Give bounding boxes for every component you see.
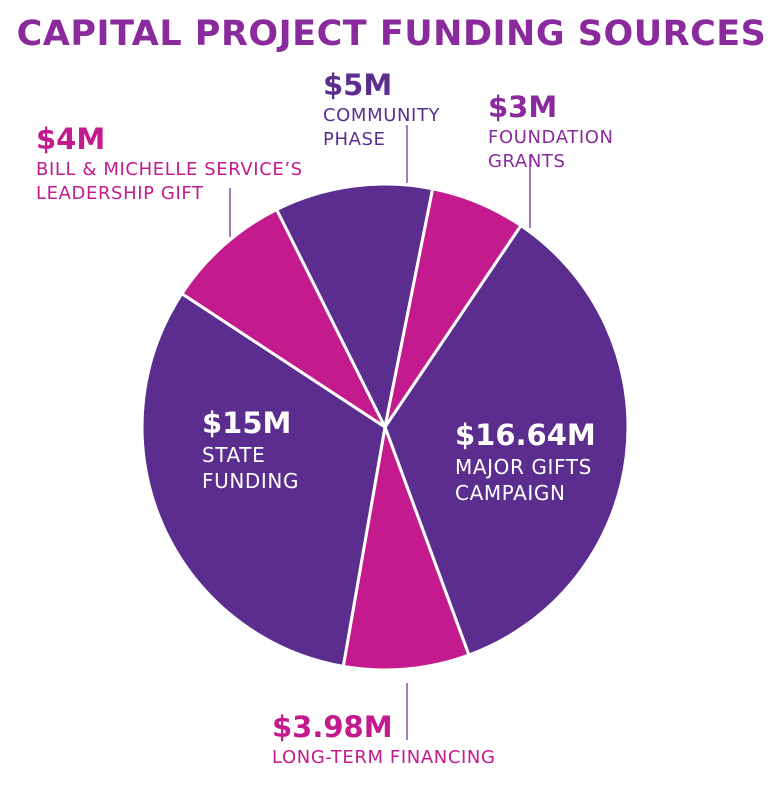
slice-text-line: PHASE — [323, 128, 386, 150]
slice-text-line: FUNDING — [202, 469, 300, 494]
slice-text-line: LEADERSHIP GIFT — [36, 182, 204, 204]
chart-title: CAPITAL PROJECT FUNDING SOURCES — [16, 14, 767, 54]
slice-text-line: COMMUNITY — [323, 105, 441, 127]
pie-slice-foundation-grants — [383, 187, 523, 429]
slice-amount: $15M — [202, 406, 292, 440]
pie-slice-leadership-gift — [180, 207, 387, 429]
pie-slice-state-funding — [140, 292, 387, 668]
slice-amount: $4M — [36, 122, 106, 156]
slice-amount: $3M — [488, 90, 558, 124]
slice-text-line: STATE — [202, 443, 266, 468]
slice-label-foundation-grants: $3M FOUNDATION GRANTS — [488, 92, 614, 173]
slice-label-long-term-financing: $3.98M LONG-TERM FINANCING — [272, 712, 496, 770]
slice-label-major-gifts: $16.64M MAJOR GIFTS CAMPAIGN — [455, 420, 596, 506]
slice-text-line: GRANTS — [488, 150, 566, 172]
pie-slice-community-phase — [275, 182, 435, 429]
slice-text-line: LONG-TERM FINANCING — [272, 747, 496, 769]
slice-label-state-funding: $15M STATE FUNDING — [202, 408, 299, 494]
slice-text-line: CAMPAIGN — [455, 481, 566, 506]
slice-amount: $16.64M — [455, 418, 596, 452]
slice-amount: $3.98M — [272, 710, 393, 744]
slice-text-line: BILL & MICHELLE SERVICE’S — [36, 159, 303, 181]
slice-text-line: MAJOR GIFTS — [455, 455, 592, 480]
slice-text-line: FOUNDATION — [488, 127, 614, 149]
slice-amount: $5M — [323, 68, 393, 102]
slice-label-leadership-gift: $4M BILL & MICHELLE SERVICE’S LEADERSHIP… — [36, 124, 303, 205]
pie-slice-major-gifts — [383, 224, 630, 657]
slice-label-community-phase: $5M COMMUNITY PHASE — [323, 70, 440, 151]
